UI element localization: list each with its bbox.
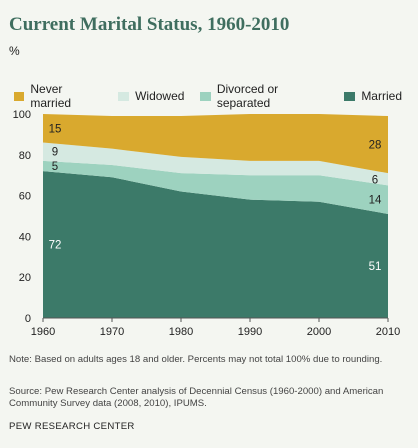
x-tick-label: 2010: [376, 326, 400, 338]
legend-label-widowed: Widowed: [135, 89, 185, 103]
legend-swatch-widowed: [118, 91, 130, 101]
area-never-married: [43, 114, 388, 174]
data-label-widowed: 6: [372, 174, 378, 186]
legend-swatch-married: [344, 91, 356, 101]
area-divorced: [43, 160, 388, 214]
legend-item-widowed: Widowed: [118, 89, 184, 103]
area-widowed: [43, 142, 388, 186]
y-tick-label: 40: [19, 231, 31, 243]
unit-label: %: [9, 44, 20, 58]
legend-label-married: Married: [361, 89, 402, 103]
data-label-married: 51: [369, 261, 382, 273]
y-tick-label: 80: [19, 150, 31, 162]
credit-label: PEW RESEARCH CENTER: [9, 421, 135, 432]
legend-item-divorced: Divorced or separated: [200, 82, 328, 110]
x-tick-label: 2000: [307, 326, 331, 338]
source-note: Source: Pew Research Center analysis of …: [9, 386, 384, 409]
y-tick-label: 0: [25, 313, 31, 325]
data-label-married: 72: [49, 240, 62, 252]
footnote: Note: Based on adults ages 18 and older.…: [9, 354, 383, 365]
legend-item-married: Married: [344, 89, 402, 103]
y-tick-label: 20: [19, 272, 31, 284]
x-tick-label: 1960: [31, 326, 55, 338]
legend-label-divorced: Divorced or separated: [216, 82, 279, 110]
data-label-never-married: 28: [369, 140, 382, 152]
legend: Never married Widowed Divorced or separa…: [14, 82, 418, 110]
data-label-divorced: 5: [52, 161, 58, 173]
legend-label-never-married: Never married: [30, 82, 72, 110]
data-label-divorced: 14: [369, 195, 382, 207]
x-tick-label: 1980: [169, 326, 193, 338]
area-married: [43, 171, 388, 318]
legend-swatch-divorced: [200, 91, 211, 101]
legend-swatch-never-married: [14, 91, 25, 101]
data-label-widowed: 9: [52, 147, 58, 159]
chart-title: Current Marital Status, 1960-2010: [9, 14, 290, 35]
data-label-never-married: 15: [49, 123, 62, 135]
y-tick-label: 100: [13, 109, 31, 121]
y-tick-label: 60: [19, 191, 31, 203]
legend-item-never-married: Never married: [14, 82, 102, 110]
x-tick-label: 1970: [100, 326, 124, 338]
x-tick-label: 1990: [238, 326, 262, 338]
